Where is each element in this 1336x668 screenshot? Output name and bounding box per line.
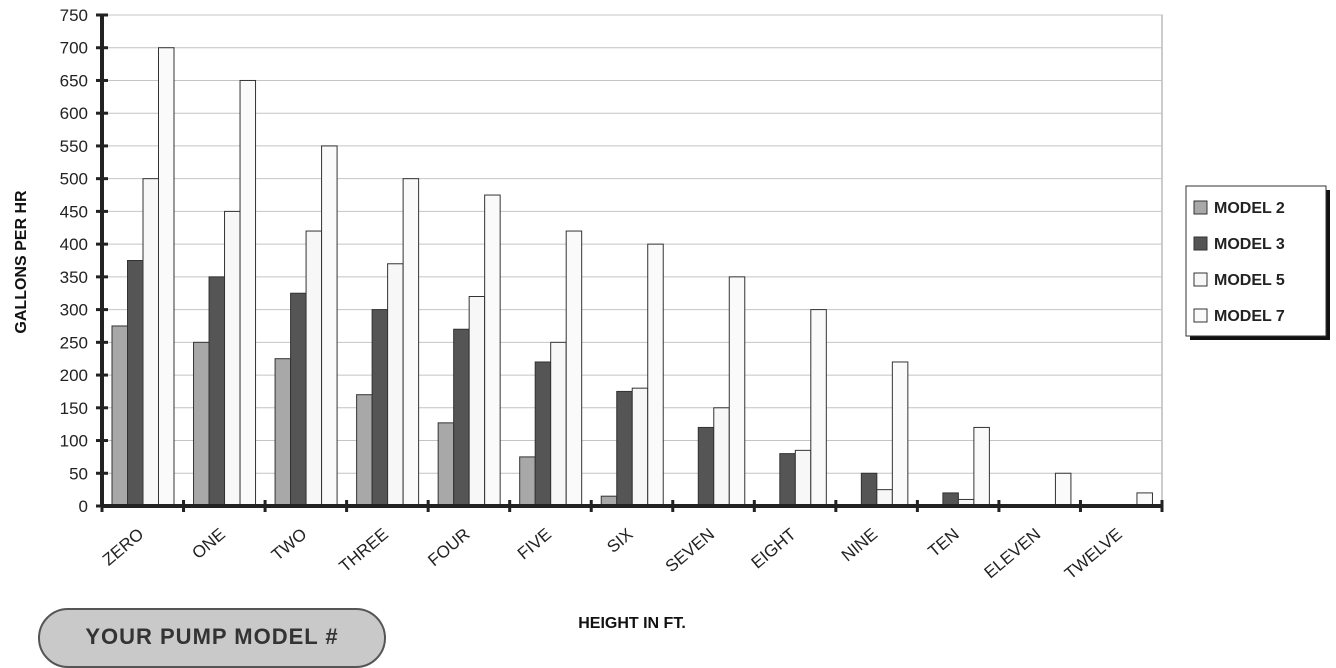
bar-model-7-two <box>321 145 338 507</box>
x-tick-label: ZERO <box>99 525 147 570</box>
x-tick-label: NINE <box>838 525 881 566</box>
y-tick-label: 750 <box>60 6 88 25</box>
bar-model-3-two <box>290 292 307 507</box>
bar-model-7-five <box>565 230 583 507</box>
y-tick-label: 600 <box>60 104 88 123</box>
legend-swatch <box>1193 236 1208 251</box>
x-tick-label: EIGHT <box>748 525 800 573</box>
bar-model-5-nine <box>876 489 893 507</box>
bar-model-3-zero <box>127 260 144 507</box>
y-tick-label: 650 <box>60 71 88 90</box>
y-tick-label: 500 <box>60 170 88 189</box>
bar-model-2-three <box>356 394 373 507</box>
y-axis-title: GALLONS PER HR <box>13 190 30 334</box>
bar-model-7-three <box>402 178 420 507</box>
x-tick-label: TWELVE <box>1061 525 1126 584</box>
legend-swatch <box>1193 308 1208 323</box>
x-tick-label: SIX <box>603 525 636 557</box>
y-tick-label: 700 <box>60 39 88 58</box>
bar-model-5-three <box>387 263 404 507</box>
bar-model-7-ten <box>973 426 990 507</box>
bar-model-5-six <box>631 387 649 507</box>
y-tick-label: 250 <box>60 333 88 352</box>
pump-model-label: YOUR PUMP MODEL # <box>85 624 339 649</box>
y-tick-label: 300 <box>60 301 88 320</box>
legend-swatch <box>1193 272 1208 287</box>
x-tick-label: ELEVEN <box>981 525 1045 583</box>
bar-model-2-two <box>274 358 292 507</box>
bar-model-7-seven <box>728 276 746 507</box>
y-tick-labels: 0 50 100 150 200 250 300 350 400 450 500 550 600 650 7… <box>60 6 88 516</box>
bar-model-2-four <box>437 422 455 507</box>
y-tick-label: 200 <box>60 366 88 385</box>
x-tick-labels: ZERO ONE TWO THREE FOUR FIVE SIX SEVEN EIGHT NINE… <box>99 525 1126 584</box>
bar-model-3-six <box>616 390 633 507</box>
bar-model-3-nine <box>860 472 878 507</box>
bar-model-3-one <box>208 276 226 507</box>
bar-model-3-four <box>453 328 470 507</box>
bar-model-3-seven <box>697 426 715 507</box>
axes <box>96 13 1164 512</box>
bar-model-5-two <box>305 230 323 507</box>
y-tick-label: 400 <box>60 235 88 254</box>
bar-model-5-four <box>468 296 486 507</box>
bar-model-7-one <box>239 79 257 507</box>
bar-model-7-six <box>647 243 664 507</box>
bar-model-7-nine <box>891 361 909 507</box>
bars <box>111 47 1153 507</box>
bar-model-5-one <box>224 210 241 507</box>
y-tick-label: 550 <box>60 137 88 156</box>
legend-box <box>1185 185 1327 337</box>
y-tick-label: 350 <box>60 268 88 287</box>
legend-label: MODEL 5 <box>1214 272 1285 289</box>
bar-model-5-five <box>550 341 567 507</box>
legend: MODEL 2 MODEL 3 MODEL 5 MODEL 7 <box>1185 185 1330 340</box>
legend-label: MODEL 3 <box>1214 236 1285 253</box>
bar-model-2-one <box>193 341 210 507</box>
y-tick-label: 0 <box>79 497 88 516</box>
y-tick-label: 100 <box>60 432 88 451</box>
x-axis-title: HEIGHT IN FT. <box>578 615 686 632</box>
bar-model-5-zero <box>142 178 159 507</box>
bar-model-7-eight <box>810 309 827 507</box>
bar-model-2-zero <box>111 325 128 507</box>
bar-model-5-eight <box>794 449 812 507</box>
y-tick-label: 450 <box>60 202 88 221</box>
pump-model-badge: YOUR PUMP MODEL # <box>38 608 386 668</box>
bar-model-7-four <box>484 194 501 507</box>
x-tick-label: THREE <box>336 525 392 577</box>
legend-swatch <box>1193 200 1208 215</box>
y-tick-label: 150 <box>60 399 88 418</box>
x-tick-label: ONE <box>188 525 228 563</box>
bar-model-3-three <box>371 309 389 507</box>
legend-label: MODEL 7 <box>1214 308 1285 325</box>
bar-model-3-eight <box>779 453 796 507</box>
x-tick-label: TEN <box>924 525 962 561</box>
bar-model-2-five <box>519 456 536 507</box>
bar-model-7-zero <box>158 47 175 507</box>
x-tick-label: FIVE <box>514 525 555 564</box>
bar-model-5-seven <box>713 407 730 507</box>
bar-chart: 0 50 100 150 200 250 300 350 400 450 500 550 600 650 7… <box>13 6 1330 632</box>
x-tick-label: TWO <box>268 525 311 565</box>
x-tick-label: FOUR <box>424 525 473 571</box>
bar-model-7-eleven <box>1054 472 1072 507</box>
legend-label: MODEL 2 <box>1214 200 1285 217</box>
x-tick-label: SEVEN <box>662 525 718 577</box>
bar-model-3-five <box>534 361 552 507</box>
y-tick-label: 50 <box>69 464 88 483</box>
